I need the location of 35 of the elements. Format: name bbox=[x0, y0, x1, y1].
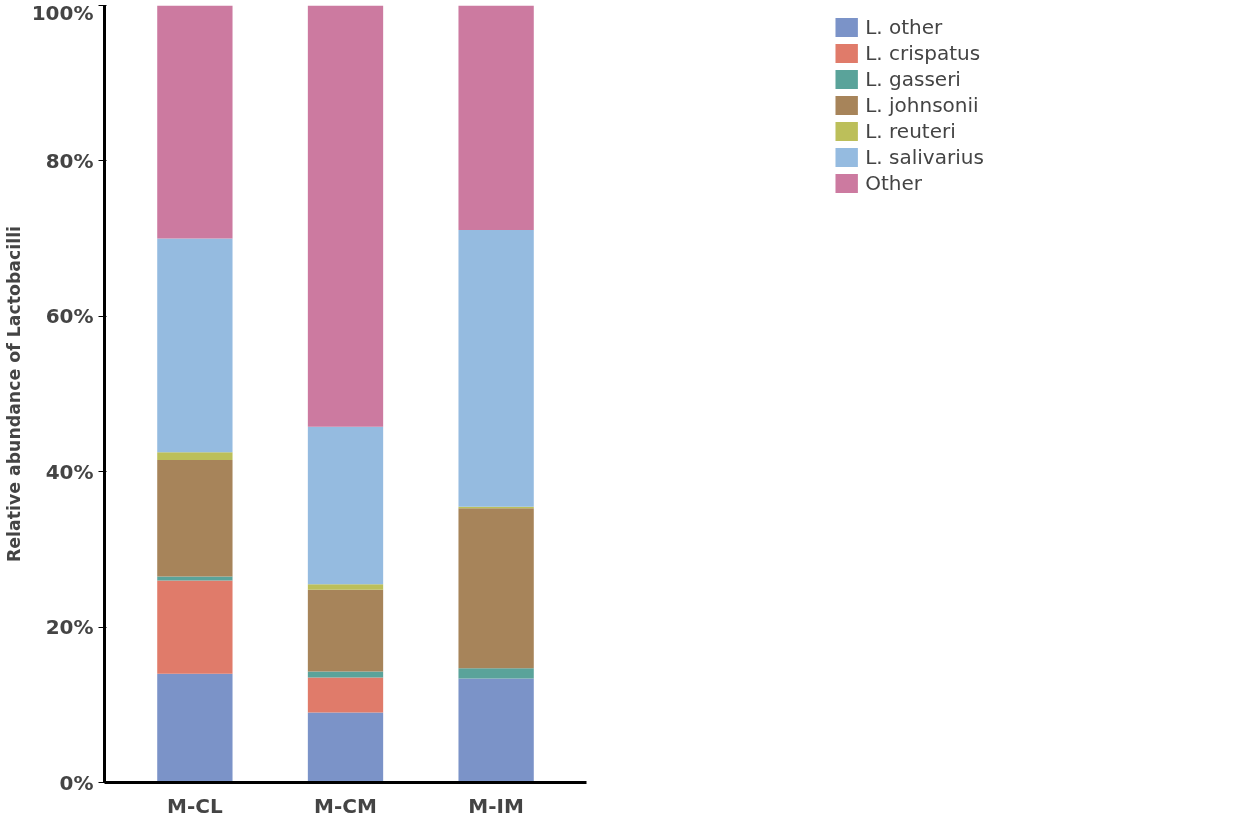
y-tick-label: 100% bbox=[31, 0, 94, 25]
bar bbox=[307, 677, 384, 713]
y-axis-title: Relative abundance of Lactobacilli bbox=[3, 225, 24, 563]
bar bbox=[307, 584, 384, 590]
bar bbox=[458, 668, 534, 679]
y-tick-label: 40% bbox=[45, 459, 94, 484]
legend-label: Other bbox=[865, 171, 922, 195]
x-tick-label: M-CL bbox=[167, 793, 223, 818]
bar bbox=[307, 671, 384, 678]
legend-label: L. other bbox=[865, 15, 943, 39]
bar bbox=[307, 426, 384, 585]
y-tick-label: 60% bbox=[45, 304, 94, 329]
bar bbox=[307, 5, 384, 427]
bar bbox=[157, 580, 233, 674]
bar bbox=[458, 678, 534, 783]
legend-label: L. crispatus bbox=[865, 41, 981, 65]
bar bbox=[307, 589, 384, 672]
bar bbox=[458, 5, 534, 231]
bar bbox=[157, 452, 233, 461]
bar bbox=[157, 460, 233, 577]
bar bbox=[458, 508, 534, 669]
x-tick-label: M-IM bbox=[468, 793, 524, 818]
bar bbox=[157, 5, 233, 239]
legend-label: L. gasseri bbox=[865, 67, 961, 91]
y-tick-label: 20% bbox=[45, 615, 94, 640]
bar bbox=[307, 712, 384, 783]
legend-label: L. reuteri bbox=[865, 119, 956, 143]
y-tick-label: 80% bbox=[45, 148, 94, 173]
y-tick-label: 0% bbox=[59, 770, 94, 795]
bar bbox=[458, 230, 534, 507]
legend-label: L. johnsonii bbox=[865, 93, 979, 117]
bar bbox=[157, 238, 233, 453]
x-tick-label: M-CM bbox=[314, 793, 377, 818]
bar bbox=[157, 673, 233, 783]
legend-label: L. salivarius bbox=[865, 145, 984, 169]
